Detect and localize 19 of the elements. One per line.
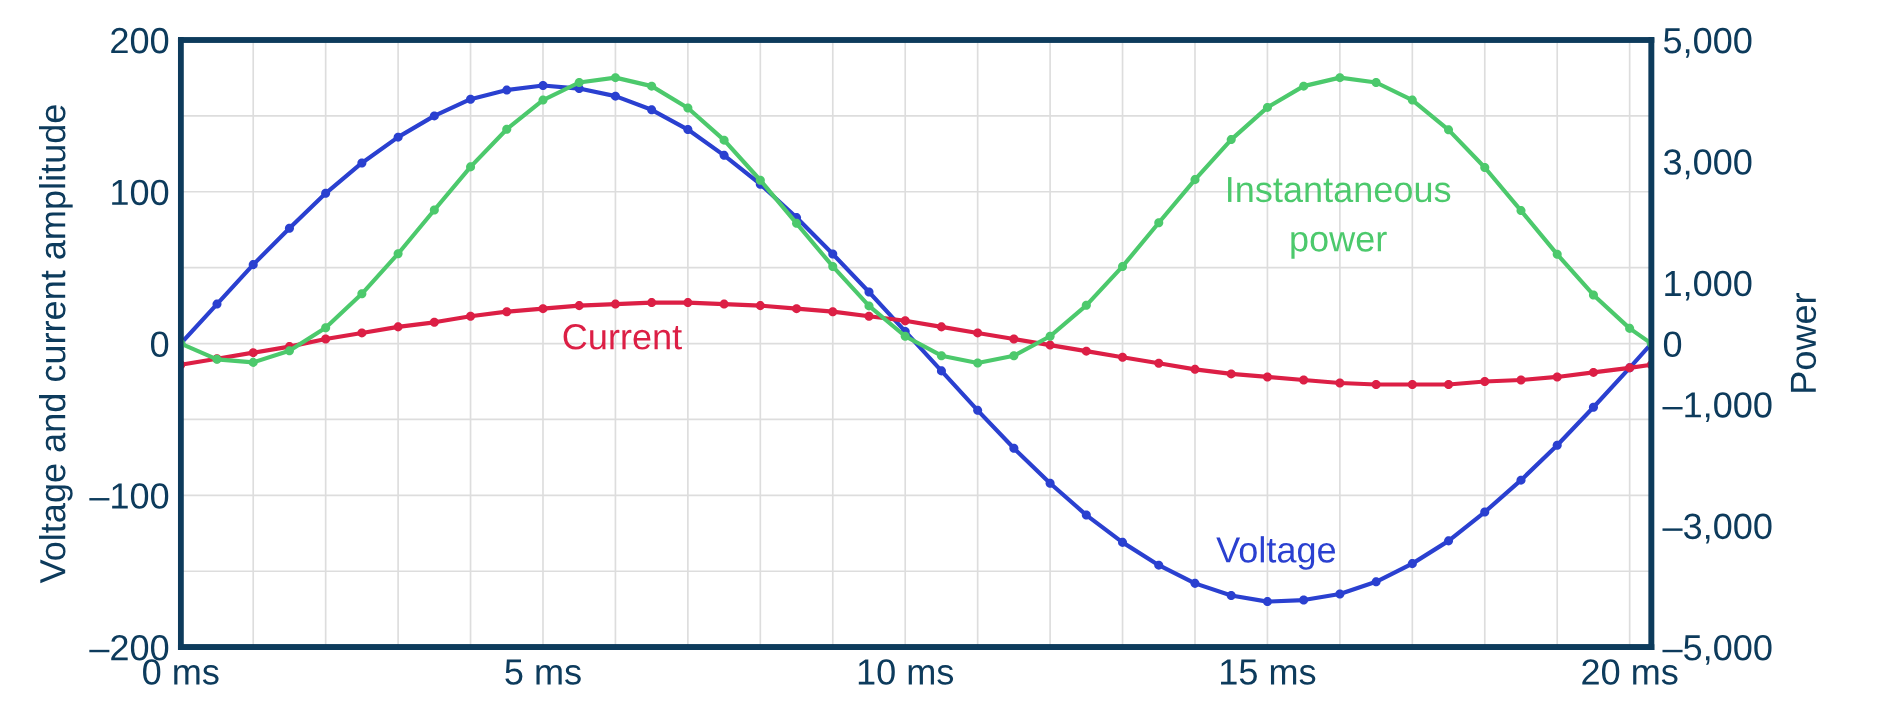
y-tick-label: 200 xyxy=(111,27,169,54)
y-axis-title: Voltage and current amplitude xyxy=(39,105,73,584)
y-tick-label: –100 xyxy=(89,483,169,509)
y2-tick-label: 5,000 xyxy=(1663,27,1752,58)
y2-tick-label: 1,000 xyxy=(1665,270,1752,301)
x-tick-label: 15 ms xyxy=(1221,659,1316,685)
y2-tick-label: 0 xyxy=(1663,331,1682,357)
series-label: Voltage xyxy=(1216,536,1336,570)
series-label: Instantaneous power xyxy=(1228,177,1451,259)
x-tick-label: 10 ms xyxy=(858,659,954,685)
series-label: Current xyxy=(563,324,682,350)
y-tick-label: –200 xyxy=(89,634,169,661)
y2-axis-title: Power xyxy=(1790,292,1817,392)
y2-tick-label: –3,000 xyxy=(1662,513,1772,544)
x-tick-label: 5 ms xyxy=(505,659,581,685)
y-tick-label: 100 xyxy=(112,179,169,206)
y2-tick-label: 3,000 xyxy=(1663,149,1752,180)
y2-tick-label: –1,000 xyxy=(1662,392,1772,422)
y-tick-label: 0 xyxy=(150,331,169,357)
